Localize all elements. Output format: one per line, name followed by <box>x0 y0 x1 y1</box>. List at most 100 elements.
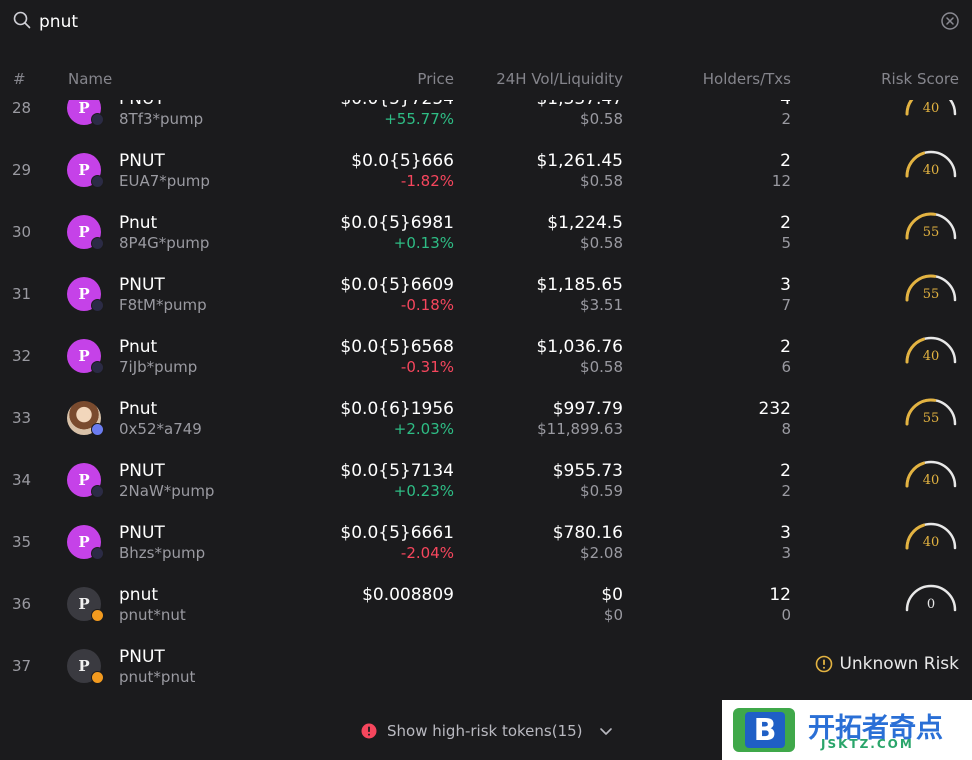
search-input[interactable] <box>39 8 899 36</box>
price-change: +2.03% <box>393 420 454 438</box>
row-rank: 37 <box>12 657 32 675</box>
token-price: $0.0{6}1956 <box>340 399 454 419</box>
token-price: $0.0{5}6609 <box>340 275 454 295</box>
avatar-letter: P <box>78 223 90 241</box>
token-name[interactable]: PNUT <box>119 100 165 109</box>
token-price: $0.0{5}666 <box>351 151 454 171</box>
token-holders: 3 <box>780 523 791 543</box>
risk-score-value: 0 <box>926 597 936 612</box>
row-rank: 32 <box>12 347 32 365</box>
risk-score-value: 55 <box>922 225 940 240</box>
avatar-letter: P <box>78 100 90 117</box>
price-change: +0.13% <box>393 234 454 252</box>
token-holders: 2 <box>780 337 791 357</box>
token-price: $0.0{5}6981 <box>340 213 454 233</box>
token-price: $0.0{5}7254 <box>340 100 454 109</box>
table-row[interactable]: 31 P PNUT F8tM*pump $0.0{5}6609 -0.18% $1,185.… <box>0 264 972 326</box>
token-name[interactable]: Pnut <box>119 213 158 233</box>
token-avatar: P <box>67 100 104 126</box>
column-header-rank: # <box>13 70 26 88</box>
table-row[interactable]: 37 P PNUT pnut*pnut Unknown Risk <box>0 636 972 698</box>
token-avatar: P <box>67 277 104 312</box>
column-header-name: Name <box>68 70 113 88</box>
avatar-letter: P <box>78 657 90 675</box>
token-avatar: P <box>67 215 104 250</box>
column-header-volume-liquidity[interactable]: 24H Vol/Liquidity <box>496 70 623 88</box>
show-high-risk-toggle[interactable]: Show high-risk tokens(15) <box>361 722 613 740</box>
risk-gauge <box>905 150 957 178</box>
warning-icon <box>816 655 833 673</box>
risk-score-value: 40 <box>922 349 940 364</box>
token-name[interactable]: Pnut <box>119 399 158 419</box>
table-row[interactable]: 30 P Pnut 8P4G*pump $0.0{5}6981 +0.13% $1,224.… <box>0 202 972 264</box>
token-txs: 2 <box>781 110 791 128</box>
column-header-holders-txs[interactable]: Holders/Txs <box>702 70 791 88</box>
risk-gauge-fill <box>905 337 926 364</box>
risk-gauge <box>905 100 957 116</box>
avatar-letter: P <box>78 471 90 489</box>
table-row[interactable]: 33 Pnut 0x52*a749 $0.0{6}1956 +2.03% $997.79 $… <box>0 388 972 450</box>
token-name[interactable]: PNUT <box>119 647 165 667</box>
token-name[interactable]: PNUT <box>119 275 165 295</box>
risk-score-value: 40 <box>922 163 940 178</box>
token-address[interactable]: Bhzs*pump <box>119 544 206 562</box>
token-avatar: P <box>67 587 104 622</box>
avatar-letter: P <box>78 285 90 303</box>
token-address[interactable]: 2NaW*pump <box>119 482 215 500</box>
token-price: $0.008809 <box>362 585 454 605</box>
table-row[interactable]: 34 P PNUT 2NaW*pump $0.0{5}7134 +0.23% $955.73… <box>0 450 972 512</box>
token-txs: 3 <box>781 544 791 562</box>
row-rank: 30 <box>12 223 32 241</box>
token-holders: 12 <box>769 585 791 605</box>
token-address[interactable]: EUA7*pump <box>119 172 210 190</box>
token-name[interactable]: pnut <box>119 585 159 605</box>
token-address[interactable]: 8Tf3*pump <box>119 110 204 128</box>
risk-gauge-fill <box>905 274 937 302</box>
table-row[interactable]: 35 P PNUT Bhzs*pump $0.0{5}6661 -2.04% $780.16… <box>0 512 972 574</box>
token-address[interactable]: F8tM*pump <box>119 296 207 314</box>
risk-gauge <box>905 398 957 426</box>
token-address[interactable]: pnut*nut <box>119 606 186 624</box>
clear-search-icon[interactable] <box>940 11 960 31</box>
table-row[interactable]: 32 P Pnut 7iJb*pump $0.0{5}6568 -0.31% $1,036.… <box>0 326 972 388</box>
risk-gauge <box>905 460 957 488</box>
unknown-risk-label: Unknown Risk <box>839 654 959 674</box>
risk-gauge-track <box>905 584 957 612</box>
token-txs: 5 <box>781 234 791 252</box>
token-volume: $997.79 <box>552 399 623 419</box>
token-address[interactable]: pnut*pnut <box>119 668 196 686</box>
token-avatar <box>67 401 104 436</box>
token-volume: $1,224.5 <box>547 213 623 233</box>
search-bar <box>0 0 972 44</box>
table-row[interactable]: 28 P PNUT8Tf3*pump $0.0{5}7254+55.77% $1,337… <box>0 100 972 140</box>
token-price: $0.0{5}7134 <box>340 461 454 481</box>
token-address[interactable]: 0x52*a749 <box>119 420 202 438</box>
risk-score-value: 55 <box>922 411 940 426</box>
solana-icon <box>91 485 104 498</box>
token-liquidity: $11,899.63 <box>537 420 623 438</box>
token-volume: $1,337.47 <box>536 100 623 109</box>
column-header-risk-score[interactable]: Risk Score <box>881 70 959 88</box>
price-change: -0.18% <box>400 296 454 314</box>
price-change: -1.82% <box>400 172 454 190</box>
token-name[interactable]: PNUT <box>119 151 165 171</box>
token-address[interactable]: 7iJb*pump <box>119 358 198 376</box>
token-txs: 0 <box>781 606 791 624</box>
table-header: # Name Price 24H Vol/Liquidity Holders/T… <box>0 60 972 100</box>
token-name[interactable]: PNUT <box>119 523 165 543</box>
token-price: $0.0{5}6568 <box>340 337 454 357</box>
column-header-price[interactable]: Price <box>417 70 454 88</box>
token-address[interactable]: 8P4G*pump <box>119 234 210 252</box>
token-name[interactable]: Pnut <box>119 337 158 357</box>
risk-gauge <box>905 274 957 302</box>
token-name[interactable]: PNUT <box>119 461 165 481</box>
token-price: $0.0{5}6661 <box>340 523 454 543</box>
token-holders: 3 <box>780 275 791 295</box>
risk-gauge <box>905 584 957 612</box>
price-change: -2.04% <box>400 544 454 562</box>
alert-icon <box>361 723 377 739</box>
watermark-subtitle: JSKTZ.COM <box>821 737 914 751</box>
price-change: +55.77% <box>384 110 454 128</box>
table-row[interactable]: 29 P PNUT EUA7*pump $0.0{5}666 -1.82% $1,261.4… <box>0 140 972 202</box>
